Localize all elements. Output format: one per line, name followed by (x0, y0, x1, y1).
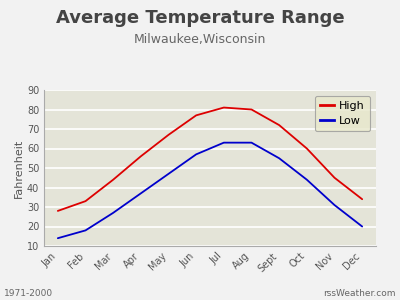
Y-axis label: Fahrenheit: Fahrenheit (14, 138, 24, 198)
Text: Average Temperature Range: Average Temperature Range (56, 9, 344, 27)
Text: Milwaukee,Wisconsin: Milwaukee,Wisconsin (134, 33, 266, 46)
Text: rssWeather.com: rssWeather.com (324, 290, 396, 298)
Text: 1971-2000: 1971-2000 (4, 290, 53, 298)
Legend: High, Low: High, Low (315, 96, 370, 131)
